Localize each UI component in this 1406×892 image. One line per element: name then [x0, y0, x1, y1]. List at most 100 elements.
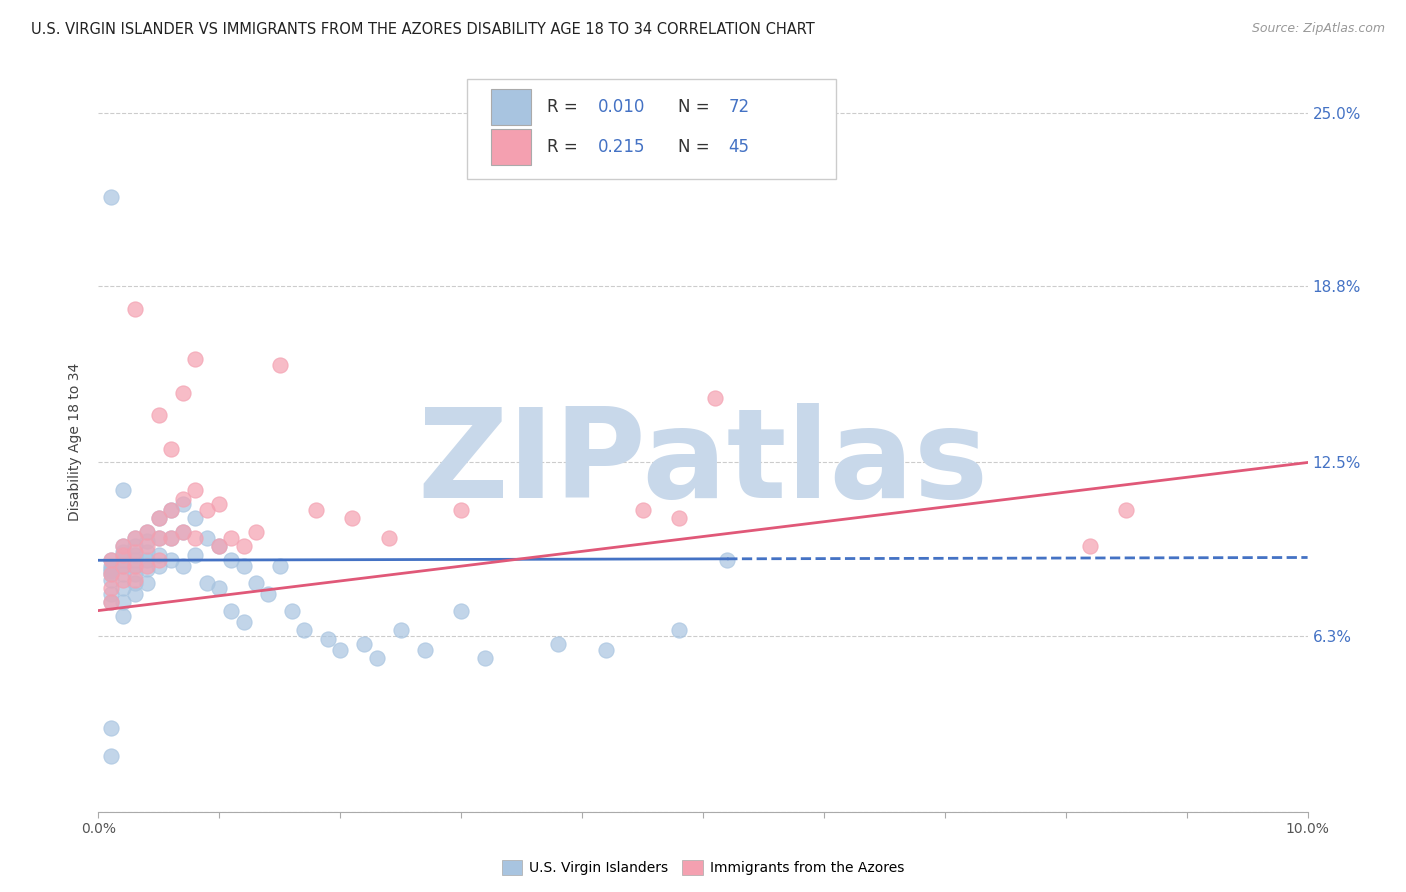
Point [184, 531, 207, 545]
Point [100, 573, 122, 587]
Point [195, 503, 218, 517]
Point [269, 558, 291, 573]
Point [111, 558, 134, 573]
Point [172, 525, 194, 540]
Point [221, 553, 243, 567]
Point [124, 575, 146, 590]
Point [269, 358, 291, 372]
Point [208, 581, 231, 595]
Point [100, 581, 122, 595]
Point [100, 595, 122, 609]
Point [389, 623, 412, 637]
Point [160, 553, 183, 567]
Point [148, 408, 170, 422]
Point [135, 575, 157, 590]
Point [100, 595, 122, 609]
Point [160, 503, 183, 517]
Text: R =: R = [547, 98, 583, 116]
Point [135, 562, 157, 576]
Text: N =: N = [678, 138, 714, 156]
Point [135, 525, 157, 540]
Point [245, 525, 267, 540]
Point [221, 531, 243, 545]
FancyBboxPatch shape [492, 89, 531, 125]
Text: U.S. VIRGIN ISLANDER VS IMMIGRANTS FROM THE AZORES DISABILITY AGE 18 TO 34 CORRE: U.S. VIRGIN ISLANDER VS IMMIGRANTS FROM … [31, 22, 814, 37]
Point [474, 651, 496, 665]
Point [450, 603, 472, 617]
Legend: U.S. Virgin Islanders, Immigrants from the Azores: U.S. Virgin Islanders, Immigrants from t… [496, 855, 910, 880]
Point [148, 553, 170, 567]
Point [281, 603, 304, 617]
Point [100, 721, 122, 735]
Text: 0.215: 0.215 [598, 138, 645, 156]
Point [111, 539, 134, 553]
Point [232, 558, 254, 573]
Point [135, 539, 157, 553]
Text: 45: 45 [728, 138, 749, 156]
Point [124, 573, 146, 587]
Point [135, 545, 157, 559]
Point [124, 567, 146, 582]
Point [232, 615, 254, 629]
FancyBboxPatch shape [492, 129, 531, 165]
Text: Source: ZipAtlas.com: Source: ZipAtlas.com [1251, 22, 1385, 36]
Point [111, 483, 134, 498]
Point [172, 385, 194, 400]
Point [172, 525, 194, 540]
Point [100, 587, 122, 601]
Point [547, 637, 569, 651]
Point [172, 491, 194, 506]
Point [450, 503, 472, 517]
Point [111, 573, 134, 587]
Point [184, 352, 207, 367]
Point [124, 587, 146, 601]
Point [631, 503, 654, 517]
Point [245, 575, 267, 590]
Point [413, 642, 436, 657]
Point [111, 548, 134, 562]
Point [195, 575, 218, 590]
Point [160, 531, 183, 545]
Point [184, 483, 207, 498]
Point [232, 539, 254, 553]
Point [160, 442, 183, 456]
Point [160, 503, 183, 517]
Point [100, 558, 122, 573]
Point [100, 553, 122, 567]
Point [668, 511, 690, 525]
Point [256, 587, 278, 601]
Point [704, 391, 727, 405]
Text: R =: R = [547, 138, 583, 156]
Point [124, 558, 146, 573]
Point [124, 553, 146, 567]
Text: 0.010: 0.010 [598, 98, 645, 116]
Point [377, 531, 399, 545]
Point [668, 623, 690, 637]
Text: 72: 72 [728, 98, 749, 116]
Point [184, 548, 207, 562]
Point [100, 567, 122, 582]
Point [100, 565, 122, 579]
Point [124, 545, 146, 559]
Point [305, 503, 328, 517]
Point [124, 558, 146, 573]
FancyBboxPatch shape [467, 78, 837, 178]
Point [124, 531, 146, 545]
Point [111, 567, 134, 582]
Point [353, 637, 375, 651]
Point [292, 623, 315, 637]
Point [124, 548, 146, 562]
Text: ZIPatlas: ZIPatlas [418, 403, 988, 524]
Point [100, 190, 122, 204]
Point [111, 581, 134, 595]
Point [160, 531, 183, 545]
Point [100, 748, 122, 763]
Point [1115, 503, 1137, 517]
Point [595, 642, 617, 657]
Point [100, 567, 122, 582]
Point [366, 651, 388, 665]
Point [148, 548, 170, 562]
Point [208, 539, 231, 553]
Point [135, 553, 157, 567]
Point [111, 539, 134, 553]
